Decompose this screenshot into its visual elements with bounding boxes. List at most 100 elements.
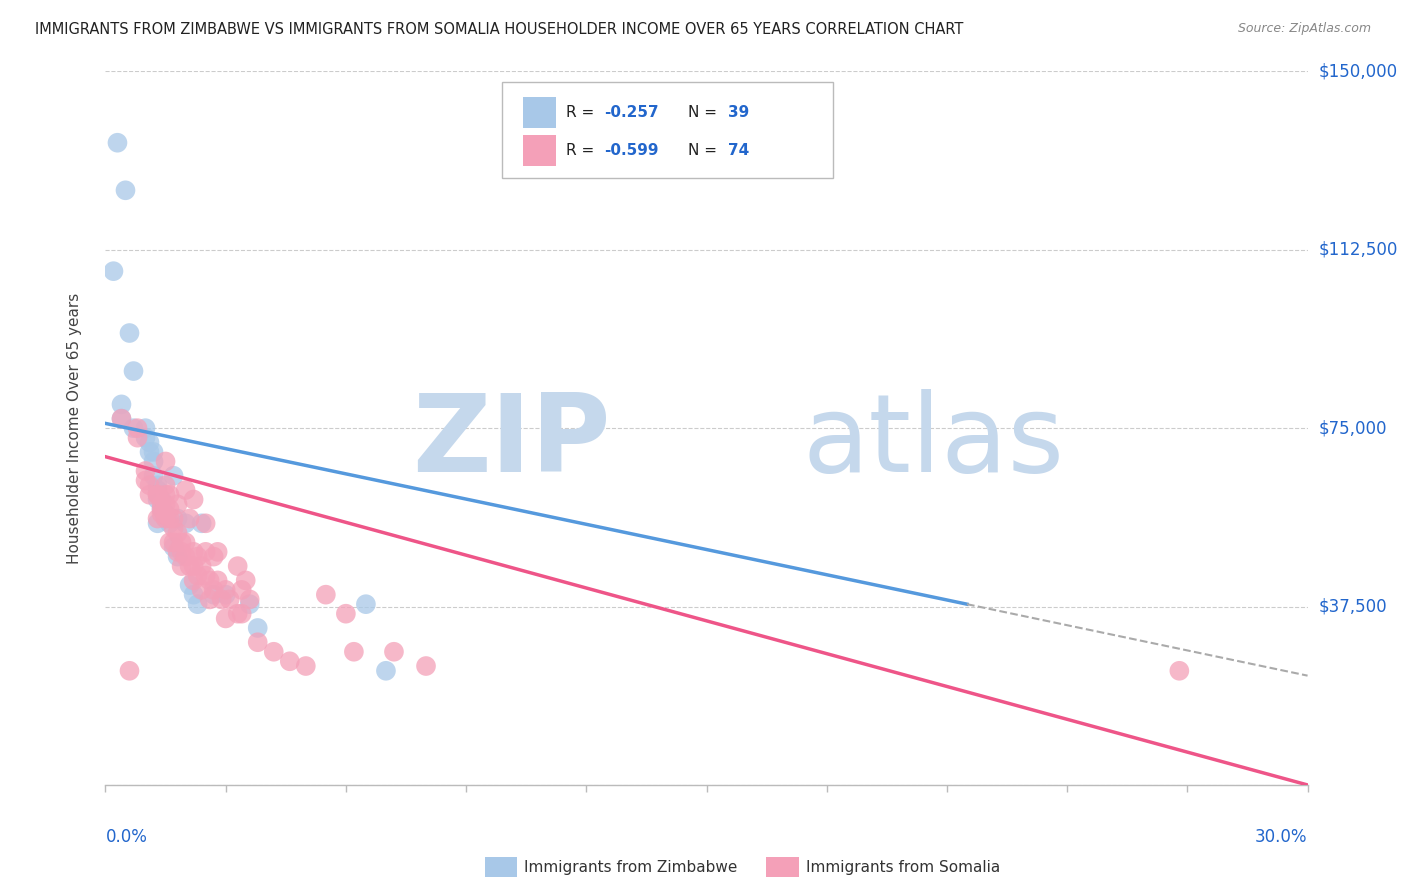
Point bbox=[166, 525, 188, 540]
Point bbox=[187, 549, 209, 564]
Point bbox=[226, 607, 249, 621]
Point bbox=[214, 582, 236, 597]
Point bbox=[179, 511, 201, 525]
Point bbox=[179, 559, 201, 574]
Point bbox=[127, 421, 149, 435]
Text: R =: R = bbox=[565, 143, 599, 158]
Point bbox=[135, 421, 157, 435]
Point bbox=[150, 507, 173, 521]
Text: ZIP: ZIP bbox=[412, 390, 610, 495]
Point bbox=[138, 478, 160, 492]
Point bbox=[142, 468, 165, 483]
Point bbox=[146, 492, 169, 507]
Point bbox=[218, 592, 240, 607]
Point bbox=[202, 582, 225, 597]
Point bbox=[122, 421, 145, 435]
Point bbox=[146, 478, 169, 492]
Point bbox=[174, 516, 197, 531]
Point bbox=[135, 474, 157, 488]
Point bbox=[135, 431, 157, 445]
Point bbox=[335, 607, 357, 621]
Point bbox=[166, 549, 188, 564]
Text: IMMIGRANTS FROM ZIMBABWE VS IMMIGRANTS FROM SOMALIA HOUSEHOLDER INCOME OVER 65 Y: IMMIGRANTS FROM ZIMBABWE VS IMMIGRANTS F… bbox=[35, 22, 963, 37]
Point bbox=[150, 492, 173, 507]
Point bbox=[150, 502, 173, 516]
Text: atlas: atlas bbox=[803, 390, 1064, 495]
Point bbox=[183, 559, 205, 574]
Text: 39: 39 bbox=[728, 105, 749, 120]
Point bbox=[374, 664, 398, 678]
Point bbox=[190, 559, 212, 574]
Point bbox=[162, 468, 184, 483]
Point bbox=[146, 483, 169, 497]
Point bbox=[382, 645, 405, 659]
Point bbox=[162, 540, 184, 554]
Point bbox=[263, 645, 285, 659]
Text: Immigrants from Zimbabwe: Immigrants from Zimbabwe bbox=[524, 860, 738, 874]
Point bbox=[183, 492, 205, 507]
Point bbox=[202, 588, 225, 602]
Point bbox=[166, 545, 188, 559]
Point bbox=[155, 488, 177, 502]
Point bbox=[127, 431, 149, 445]
Point bbox=[187, 597, 209, 611]
Point bbox=[174, 535, 197, 549]
Text: 30.0%: 30.0% bbox=[1256, 828, 1308, 846]
Point bbox=[183, 588, 205, 602]
Point bbox=[114, 183, 136, 197]
Point bbox=[202, 549, 225, 564]
Point bbox=[187, 568, 209, 582]
Point bbox=[194, 568, 217, 582]
Point bbox=[138, 445, 160, 459]
Point bbox=[146, 511, 169, 525]
Text: Immigrants from Somalia: Immigrants from Somalia bbox=[806, 860, 1000, 874]
Point bbox=[155, 511, 177, 525]
Point bbox=[214, 611, 236, 625]
Point bbox=[278, 654, 301, 668]
Point bbox=[239, 597, 262, 611]
Text: Source: ZipAtlas.com: Source: ZipAtlas.com bbox=[1237, 22, 1371, 36]
Point bbox=[295, 659, 318, 673]
Y-axis label: Householder Income Over 65 years: Householder Income Over 65 years bbox=[67, 293, 82, 564]
Point bbox=[207, 545, 229, 559]
Point bbox=[155, 478, 177, 492]
Point bbox=[198, 592, 221, 607]
Point bbox=[235, 574, 257, 588]
Point bbox=[103, 264, 125, 278]
Text: N =: N = bbox=[689, 143, 723, 158]
Point bbox=[354, 597, 377, 611]
Point bbox=[159, 535, 181, 549]
Point bbox=[415, 659, 437, 673]
Point bbox=[110, 411, 132, 425]
Point bbox=[194, 516, 217, 531]
Point bbox=[1168, 664, 1191, 678]
Point bbox=[170, 559, 193, 574]
Point bbox=[159, 502, 181, 516]
Point bbox=[159, 511, 181, 525]
FancyBboxPatch shape bbox=[502, 82, 832, 178]
Point bbox=[122, 364, 145, 378]
Point bbox=[162, 511, 184, 525]
Text: -0.257: -0.257 bbox=[605, 105, 659, 120]
Point bbox=[155, 511, 177, 525]
Point bbox=[198, 574, 221, 588]
Point bbox=[110, 397, 132, 411]
Point bbox=[179, 578, 201, 592]
Point bbox=[155, 497, 177, 511]
Bar bbox=[523, 135, 557, 166]
Text: $112,500: $112,500 bbox=[1319, 241, 1398, 259]
Point bbox=[142, 454, 165, 468]
Point bbox=[174, 483, 197, 497]
Point bbox=[159, 516, 181, 531]
Point bbox=[155, 454, 177, 468]
Point bbox=[246, 635, 269, 649]
Point bbox=[138, 435, 160, 450]
Point bbox=[343, 645, 366, 659]
Point bbox=[138, 488, 160, 502]
Point bbox=[150, 497, 173, 511]
Point bbox=[190, 582, 212, 597]
Text: -0.599: -0.599 bbox=[605, 143, 659, 158]
Point bbox=[166, 497, 188, 511]
Text: 0.0%: 0.0% bbox=[105, 828, 148, 846]
Point bbox=[183, 545, 205, 559]
